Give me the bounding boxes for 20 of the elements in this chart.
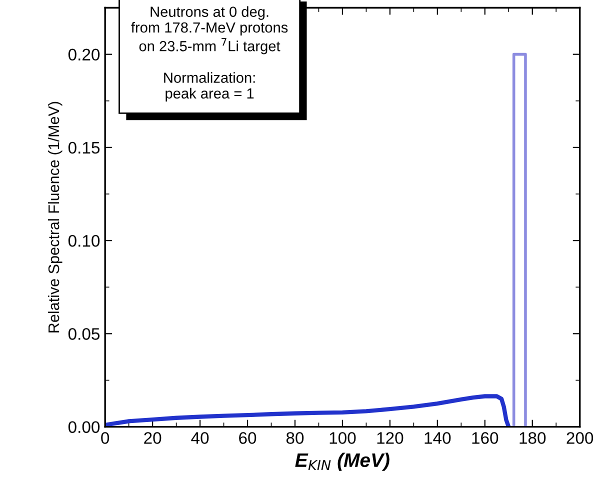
y-tick-label: 0.15 (68, 142, 100, 154)
x-tick-label: 120 (377, 432, 404, 444)
x-tick-label: 100 (330, 432, 356, 444)
y-axis-title: Relative Spectral Fluence (1/MeV) (48, 102, 62, 332)
x-tick-label: 60 (239, 432, 256, 444)
y-tick-label: 0.05 (68, 328, 100, 340)
y-tick-label: 0.10 (68, 234, 100, 247)
x-tick-label: 0 (101, 432, 110, 444)
x-tick-label: 160 (472, 432, 498, 444)
x-axis-title: E$_{KIN}$ (MeV) (295, 452, 390, 471)
x-tick-label: 20 (144, 432, 162, 444)
x-tick-label: 140 (424, 432, 451, 444)
x-tick-label: 180 (520, 432, 546, 444)
y-tick-label: 0.00 (68, 421, 100, 434)
x-tick-label: 80 (286, 432, 304, 444)
y-tick-label: 0.20 (68, 48, 100, 61)
line-series (105, 394, 511, 427)
text: Neutrons at 0 deg. from 178.7-MeV protons on 23.5-mm $^{7}$Li target Normalization: peak area = 1 (131, 6, 288, 102)
x-tick-label: 40 (191, 432, 209, 444)
x-tick-label: 200 (566, 432, 594, 444)
